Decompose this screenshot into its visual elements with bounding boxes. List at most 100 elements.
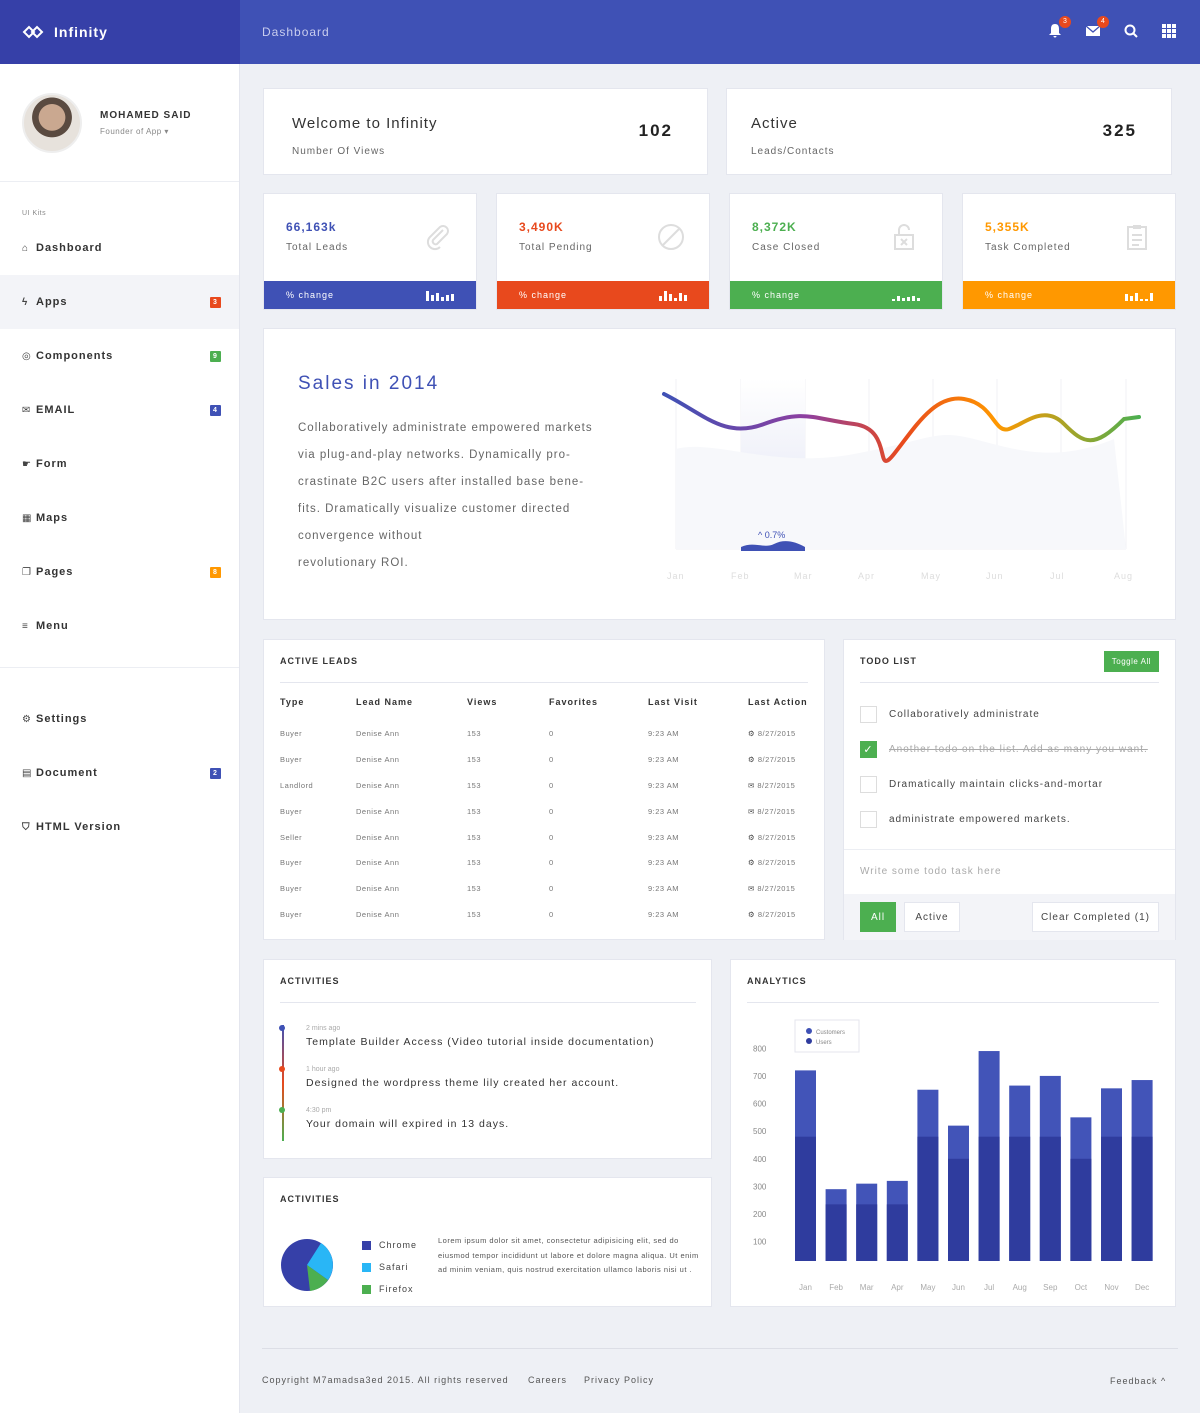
lead-name: Denise Ann (356, 858, 400, 868)
x-tick-label: Jan (799, 1283, 812, 1292)
footer-link-privacy[interactable]: Privacy Policy (584, 1375, 655, 1385)
footer-link-careers[interactable]: Careers (528, 1375, 568, 1385)
table-row[interactable]: Seller Denise Ann 153 0 9:23 AM ⚙ 8/27/2015 (280, 824, 810, 850)
stat-change-label: % change (519, 290, 568, 300)
legend-swatch (362, 1284, 371, 1294)
toggle-all-button[interactable]: Toggle All (1103, 650, 1159, 672)
lead-type[interactable]: Buyer (280, 858, 303, 868)
clear-completed-button[interactable]: Clear Completed (1) (1031, 902, 1159, 932)
column-header[interactable]: Favorites (549, 697, 599, 707)
feedback-button[interactable]: Feedback ^ (1110, 1376, 1167, 1386)
lead-type[interactable]: Buyer (280, 909, 303, 919)
lead-type[interactable]: Landlord (280, 780, 314, 790)
table-row[interactable]: Landlord Denise Ann 153 0 9:23 AM ✉ 8/27/2015 (280, 773, 810, 799)
lead-type[interactable]: Buyer (280, 729, 303, 739)
lead-action-date: 8/27/2015 (757, 858, 796, 868)
brand[interactable]: Infinity (0, 0, 240, 64)
todo-checkbox[interactable] (860, 811, 877, 828)
month-label: Feb (731, 571, 750, 581)
gear-icon: ⚙ (748, 858, 756, 868)
bar-users[interactable] (856, 1204, 878, 1261)
sidebar-item-label: Settings (36, 713, 88, 725)
sidebar-item-apps[interactable]: ϟ Apps 3 (0, 275, 239, 329)
sidebar-item-label: Pages (36, 566, 74, 578)
bar-users[interactable] (1039, 1136, 1061, 1261)
table-row[interactable]: Buyer Denise Ann 153 0 9:23 AM ✉ 8/27/2015 (280, 876, 810, 902)
sidebar: MOHAMED SAID Founder of App ▾ UI Kits ⌂ D… (0, 64, 240, 1413)
activity-item[interactable]: 1 hour ago Designed the wordpress theme … (279, 1066, 695, 1107)
activity-item[interactable]: 2 mins ago Template Builder Access (Vide… (279, 1025, 695, 1066)
todo-checkbox[interactable] (860, 776, 877, 793)
lead-type[interactable]: Buyer (280, 755, 303, 765)
footer-divider (262, 1348, 1178, 1349)
grid-icon[interactable] (1160, 23, 1178, 41)
activity-item[interactable]: 4:30 pm Your domain will expired in 13 d… (279, 1107, 695, 1148)
profile-role-dropdown[interactable]: Founder of App ▾ (100, 126, 169, 136)
sidebar-item-dashboard[interactable]: ⌂ Dashboard (0, 221, 239, 275)
x-tick-label: Jun (952, 1283, 965, 1292)
table-row[interactable]: Buyer Denise Ann 153 0 9:23 AM ⚙ 8/27/2015 (280, 902, 810, 928)
sidebar-item-settings[interactable]: ⚙ Settings (0, 692, 239, 746)
lead-type[interactable]: Seller (280, 832, 303, 842)
filter-active-button[interactable]: Active (904, 902, 960, 932)
table-row[interactable]: Buyer Denise Ann 153 0 9:23 AM ⚙ 8/27/2015 (280, 850, 810, 876)
search-icon[interactable] (1122, 23, 1140, 41)
profile[interactable]: MOHAMED SAID Founder of App ▾ (0, 64, 239, 182)
todo-card: TODO LIST Toggle All Collaboratively adm… (843, 639, 1176, 940)
todo-filter-bar: All Active Clear Completed (1) (844, 894, 1175, 940)
bar-users[interactable] (917, 1136, 939, 1261)
table-row[interactable]: Buyer Denise Ann 153 0 9:23 AM ⚙ 8/27/2015 (280, 747, 810, 773)
bar-users[interactable] (825, 1204, 847, 1261)
stat-label: Case Closed (752, 242, 821, 253)
bar-users[interactable] (948, 1158, 969, 1261)
bar-users[interactable] (1101, 1136, 1122, 1261)
todo-input[interactable]: Write some todo task here (844, 849, 1175, 894)
sidebar-item-email[interactable]: ✉ EMAIL 4 (0, 383, 239, 437)
lead-type[interactable]: Buyer (280, 806, 303, 816)
y-tick-label: 500 (753, 1127, 767, 1136)
clipboard-icon (1121, 222, 1153, 254)
todo-item[interactable]: Collaboratively administrate (860, 697, 1159, 732)
todo-item[interactable]: Dramatically maintain clicks-and-mortar (860, 767, 1159, 802)
todo-item[interactable]: ✓ Another todo on the list. Add as many y… (860, 732, 1159, 767)
column-header[interactable]: Views (467, 697, 498, 707)
bar-users[interactable] (1131, 1136, 1153, 1261)
bar-users[interactable] (886, 1204, 908, 1261)
sidebar-item-menu[interactable]: ≡ Menu (0, 599, 239, 653)
sidebar-item-components[interactable]: ◎ Components 9 (0, 329, 239, 383)
column-header[interactable]: Last Visit (648, 697, 698, 707)
avatar[interactable] (22, 92, 82, 153)
filter-all-button[interactable]: All (860, 902, 896, 932)
table-row[interactable]: Buyer Denise Ann 153 0 9:23 AM ⚙ 8/27/2015 (280, 721, 810, 747)
table-row[interactable]: Buyer Denise Ann 153 0 9:23 AM ✉ 8/27/2015 (280, 798, 810, 824)
sidebar-item-pages[interactable]: ❐ Pages 8 (0, 545, 239, 599)
gear-icon: ⚙ (22, 713, 32, 725)
column-header[interactable]: Lead Name (356, 697, 414, 707)
sidebar-nav: ⌂ Dashboard ϟ Apps 3 ◎ Components 9 ✉ EMAIL 4 ☛… (0, 221, 239, 653)
browser-description: Lorem ipsum dolor sit amet, consectetur … (438, 1236, 699, 1274)
x-tick-label: Apr (891, 1283, 904, 1292)
todo-item[interactable]: administrate empowered markets. (860, 802, 1159, 837)
page-title: Dashboard (262, 25, 330, 39)
sidebar-item-document[interactable]: ▤ Document 2 (0, 746, 239, 800)
todo-checkbox[interactable] (860, 706, 877, 723)
paperclip-icon (422, 222, 454, 254)
column-header[interactable]: Last Action (748, 697, 808, 707)
lead-action-date: 8/27/2015 (757, 884, 796, 894)
bar-users[interactable] (978, 1136, 1000, 1261)
todo-checkbox[interactable]: ✓ (860, 741, 877, 758)
column-header[interactable]: Type (280, 697, 305, 707)
bell-icon[interactable]: 3 (1046, 16, 1071, 41)
sidebar-item-html-version[interactable]: ⛉ HTML Version (0, 800, 239, 854)
sidebar-item-form[interactable]: ☛ Form (0, 437, 239, 491)
map-icon: ▦ (22, 512, 33, 524)
copy-icon: ❐ (22, 566, 32, 578)
lead-type[interactable]: Buyer (280, 884, 303, 894)
envelope-icon[interactable]: 4 (1084, 16, 1109, 41)
bar-users[interactable] (795, 1136, 816, 1261)
sidebar-item-maps[interactable]: ▦ Maps (0, 491, 239, 545)
todo-text: Dramatically maintain clicks-and-mortar (889, 779, 1104, 790)
bar-users[interactable] (1009, 1136, 1031, 1261)
gear-icon: ⚙ (748, 755, 756, 765)
bar-users[interactable] (1070, 1158, 1092, 1261)
